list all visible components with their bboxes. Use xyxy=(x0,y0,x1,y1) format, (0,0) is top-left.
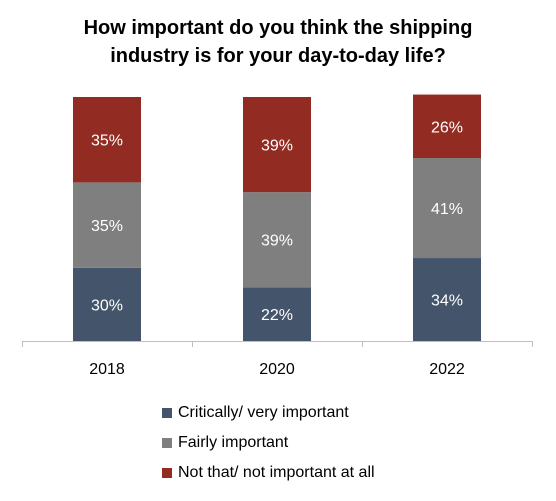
legend-item-fairly-important: Fairly important xyxy=(162,428,375,458)
bar-segment-2018-series-1 xyxy=(73,182,141,268)
data-label-2022-series-0: 34% xyxy=(431,293,463,310)
chart-title-line-1: How important do you think the shipping xyxy=(83,17,473,39)
data-label-2018-series-2: 35% xyxy=(91,133,123,150)
bar-segment-2018-series-0 xyxy=(73,267,141,341)
legend-item-not-important: Not that/ not important at all xyxy=(162,458,375,488)
data-label-2020-series-2: 39% xyxy=(261,138,293,155)
bar-segment-2020-series-0 xyxy=(243,287,311,341)
legend-label-critically-important: Critically/ very important xyxy=(178,404,349,421)
bar-segment-2018-series-2 xyxy=(73,97,141,183)
legend: Critically/ very important Fairly import… xyxy=(162,398,375,488)
bar-segment-2022-series-0 xyxy=(413,258,481,341)
legend-swatch-fairly-important xyxy=(162,438,172,448)
legend-label-fairly-important: Fairly important xyxy=(178,434,289,451)
data-label-2020-series-0: 22% xyxy=(261,307,293,324)
legend-item-critically-important: Critically/ very important xyxy=(162,398,375,428)
chart-title-line-2: industry is for your day-to-day life? xyxy=(110,45,446,67)
data-label-2022-series-2: 26% xyxy=(431,119,463,136)
data-label-2018-series-0: 30% xyxy=(91,297,123,314)
x-tick-label-2018: 2018 xyxy=(89,361,125,378)
chart-title: How important do you think the shipping … xyxy=(0,14,556,70)
legend-swatch-critically-important xyxy=(162,408,172,418)
legend-swatch-not-important xyxy=(162,468,172,478)
x-tick-label-2022: 2022 xyxy=(429,361,465,378)
data-label-2020-series-1: 39% xyxy=(261,233,293,250)
data-label-2022-series-1: 41% xyxy=(431,201,463,218)
bar-segment-2020-series-2 xyxy=(243,97,311,193)
bar-segment-2022-series-1 xyxy=(413,158,481,259)
bar-segment-2020-series-1 xyxy=(243,192,311,288)
bar-segment-2022-series-2 xyxy=(413,94,481,158)
data-label-2018-series-1: 35% xyxy=(91,218,123,235)
x-tick-label-2020: 2020 xyxy=(259,361,295,378)
legend-label-not-important: Not that/ not important at all xyxy=(178,464,375,481)
